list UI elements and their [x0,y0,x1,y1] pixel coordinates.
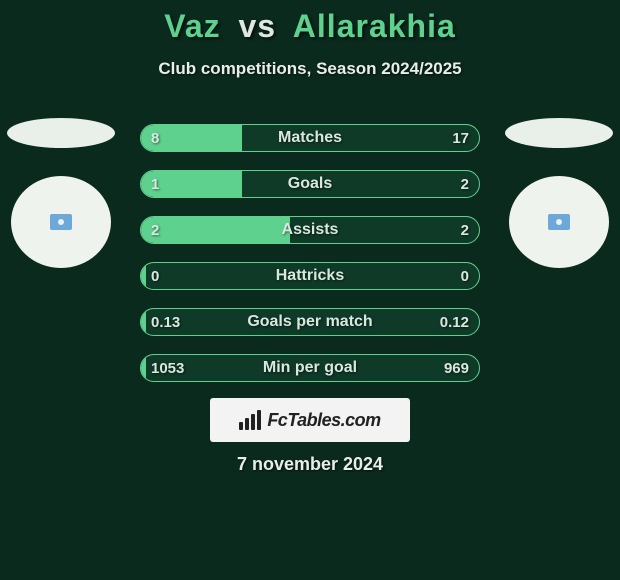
stat-bar-row: 0.13 0.12Goals per match [140,308,480,336]
stat-right-value: 17 [452,125,469,151]
logo-bars-icon [239,410,261,430]
stat-left-value: 0 [151,263,159,289]
title-player1: Vaz [164,8,220,44]
player1-badge [50,214,72,230]
player1-side [6,118,116,268]
stat-right-value: 0 [461,263,469,289]
player1-ellipse [7,118,115,148]
stat-left-value: 8 [151,125,159,151]
logo-text: FcTables.com [267,410,380,431]
stat-label: Hattricks [141,263,479,289]
stat-bar-row: 817Matches [140,124,480,152]
stat-bars: 817Matches12Goals22Assists00Hattricks0.1… [140,124,480,400]
title-player2: Allarakhia [293,8,456,44]
stat-right-value: 969 [444,355,469,381]
stat-bar-row: 12Goals [140,170,480,198]
stat-left-value: 0.13 [151,309,180,335]
stat-right-value: 2 [461,171,469,197]
stat-bar-row: 0 0Hattricks [140,262,480,290]
logo-box: FcTables.com [210,398,410,442]
stat-left-value: 2 [151,217,159,243]
page-title: Vaz vs Allarakhia [0,8,620,45]
stat-bar-fill [141,217,290,243]
title-vs: vs [239,8,277,44]
stat-left-value: 1053 [151,355,184,381]
stat-label: Goals per match [141,309,479,335]
content: Vaz vs Allarakhia Club competitions, Sea… [0,0,620,580]
stat-label: Min per goal [141,355,479,381]
stat-right-value: 2 [461,217,469,243]
player2-badge-inner [556,219,562,225]
player1-circle [11,176,111,268]
player2-side [504,118,614,268]
stat-bar-fill [141,309,146,335]
stat-bar-row: 1053 969Min per goal [140,354,480,382]
stat-bar-fill [141,263,146,289]
stat-bar-row: 22Assists [140,216,480,244]
player2-ellipse [505,118,613,148]
subtitle: Club competitions, Season 2024/2025 [0,59,620,79]
player2-badge [548,214,570,230]
stat-bar-fill [141,355,146,381]
date-text: 7 november 2024 [0,454,620,475]
stat-left-value: 1 [151,171,159,197]
player1-badge-inner [58,219,64,225]
player2-circle [509,176,609,268]
stat-right-value: 0.12 [440,309,469,335]
